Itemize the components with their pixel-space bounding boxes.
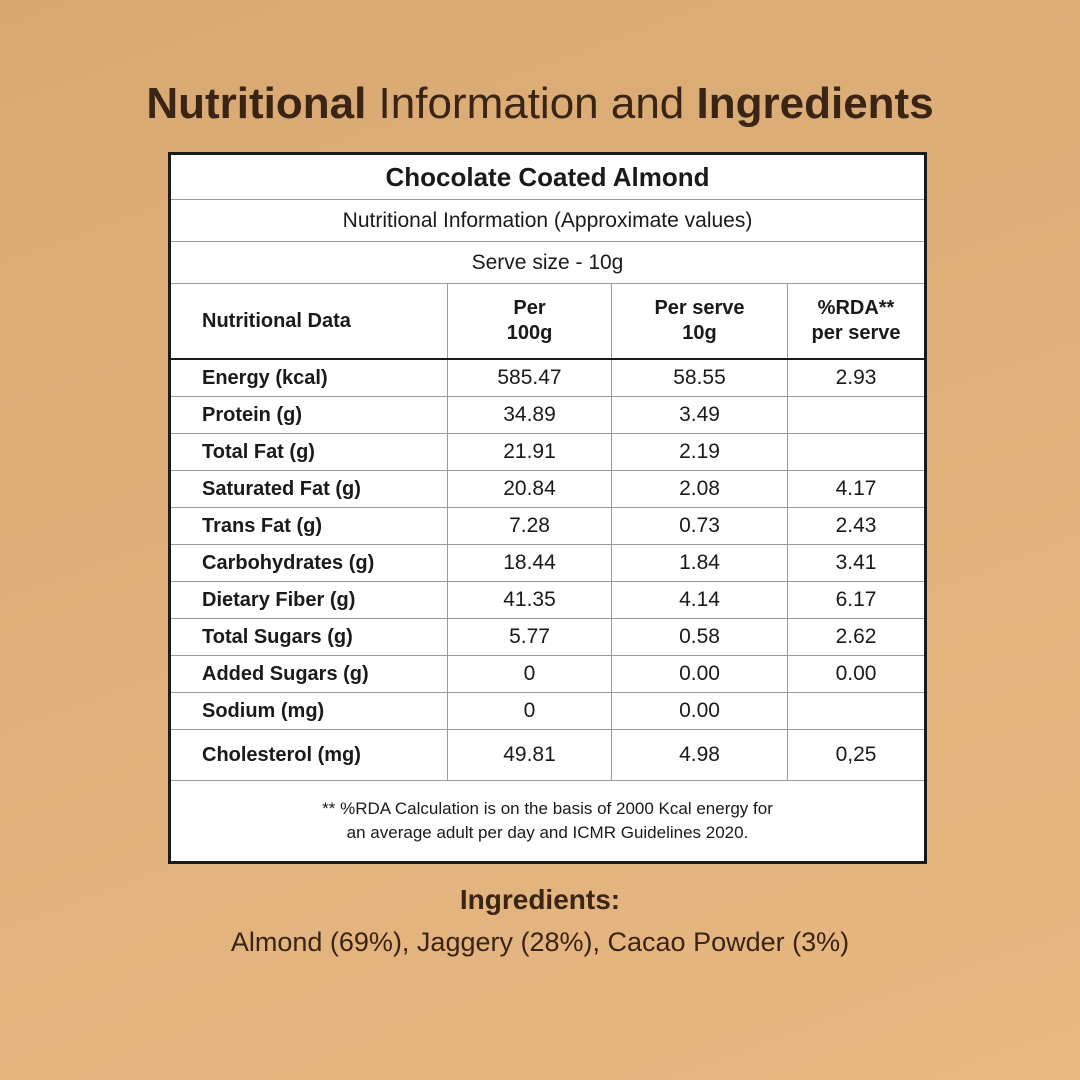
per-100g-value: 0 <box>447 655 612 693</box>
per-100g-value: 0 <box>447 692 612 730</box>
header-per-serve-line2: 10g <box>682 322 717 344</box>
headline-bold-2: Ingredients <box>696 79 934 128</box>
header-rda: %RDA** per serve <box>787 283 926 360</box>
per-100g-value: 585.47 <box>447 358 612 397</box>
table-subtitle-row: Nutritional Information (Approximate val… <box>169 199 926 242</box>
header-per-100g-line2: 100g <box>506 322 553 344</box>
per-100g-value: 18.44 <box>447 544 612 582</box>
table-row: Dietary Fiber (g) 41.35 4.14 6.17 <box>169 581 926 619</box>
nutrient-label: Carbohydrates (g) <box>169 544 448 582</box>
rda-value: 2.43 <box>787 507 926 545</box>
serve-size: Serve size - 10g <box>169 241 926 284</box>
page-headline: Nutritional Information and Ingredients <box>0 78 1080 130</box>
per-serve-value: 0.73 <box>611 507 788 545</box>
table-row: Protein (g) 34.89 3.49 <box>169 396 926 434</box>
table-row: Added Sugars (g) 0 0.00 0.00 <box>169 655 926 693</box>
per-serve-value: 4.14 <box>611 581 788 619</box>
header-per-100g-line1: Per <box>513 297 546 319</box>
nutrient-label: Energy (kcal) <box>169 358 448 397</box>
nutrient-label: Sodium (mg) <box>169 692 448 730</box>
rda-value: 6.17 <box>787 581 926 619</box>
product-name: Chocolate Coated Almond <box>169 153 926 200</box>
rda-footnote: ** %RDA Calculation is on the basis of 2… <box>169 780 926 863</box>
rda-value: 2.93 <box>787 358 926 397</box>
per-serve-value: 0.00 <box>611 655 788 693</box>
rda-value <box>787 433 926 471</box>
headline-regular: Information and <box>366 79 697 128</box>
table-header-row: Nutritional Data Per 100g Per serve 10g %R… <box>169 283 926 360</box>
nutrient-label: Added Sugars (g) <box>169 655 448 693</box>
table-row: Total Fat (g) 21.91 2.19 <box>169 433 926 471</box>
per-100g-value: 7.28 <box>447 507 612 545</box>
nutrient-label: Dietary Fiber (g) <box>169 581 448 619</box>
header-per-serve-line1: Per serve <box>654 297 745 319</box>
table-row: Carbohydrates (g) 18.44 1.84 3.41 <box>169 544 926 582</box>
per-100g-value: 5.77 <box>447 618 612 656</box>
table-row: Cholesterol (mg) 49.81 4.98 0,25 <box>169 729 926 781</box>
footnote-row: ** %RDA Calculation is on the basis of 2… <box>169 780 926 863</box>
header-rda-line2: per serve <box>811 322 901 344</box>
per-100g-value: 34.89 <box>447 396 612 434</box>
rda-value: 2.62 <box>787 618 926 656</box>
nutrient-label: Total Sugars (g) <box>169 618 448 656</box>
per-serve-value: 2.19 <box>611 433 788 471</box>
per-100g-value: 41.35 <box>447 581 612 619</box>
nutrient-label: Total Fat (g) <box>169 433 448 471</box>
header-rda-line1: %RDA** <box>817 297 895 319</box>
per-serve-value: 1.84 <box>611 544 788 582</box>
table-subtitle: Nutritional Information (Approximate val… <box>169 199 926 242</box>
nutrient-label: Protein (g) <box>169 396 448 434</box>
header-nutritional-data: Nutritional Data <box>169 283 448 360</box>
table-row: Trans Fat (g) 7.28 0.73 2.43 <box>169 507 926 545</box>
rda-value: 3.41 <box>787 544 926 582</box>
ingredients-list: Almond (69%), Jaggery (28%), Cacao Powde… <box>230 927 850 957</box>
per-100g-value: 21.91 <box>447 433 612 471</box>
per-serve-value: 4.98 <box>611 729 788 781</box>
serve-size-row: Serve size - 10g <box>169 241 926 284</box>
table-row: Saturated Fat (g) 20.84 2.08 4.17 <box>169 470 926 508</box>
nutrient-label: Saturated Fat (g) <box>169 470 448 508</box>
rda-value <box>787 396 926 434</box>
footnote-line-1: ** %RDA Calculation is on the basis of 2… <box>322 799 773 818</box>
table-row: Sodium (mg) 0 0.00 <box>169 692 926 730</box>
rda-value <box>787 692 926 730</box>
nutrient-label: Trans Fat (g) <box>169 507 448 545</box>
table-title-row: Chocolate Coated Almond <box>169 153 926 200</box>
nutrient-label: Cholesterol (mg) <box>169 729 448 781</box>
table-row: Energy (kcal) 585.47 58.55 2.93 <box>169 358 926 397</box>
footnote-line-2: an average adult per day and ICMR Guidel… <box>346 823 749 842</box>
nutrition-table: Chocolate Coated Almond Nutritional Info… <box>168 152 927 864</box>
per-100g-value: 20.84 <box>447 470 612 508</box>
ingredients-title: Ingredients: <box>459 884 621 915</box>
per-serve-value: 3.49 <box>611 396 788 434</box>
headline-bold-1: Nutritional <box>146 79 367 128</box>
rda-value: 4.17 <box>787 470 926 508</box>
rda-value: 0,25 <box>787 729 926 781</box>
rda-value: 0.00 <box>787 655 926 693</box>
per-serve-value: 0.00 <box>611 692 788 730</box>
header-per-100g: Per 100g <box>447 283 612 360</box>
per-serve-value: 0.58 <box>611 618 788 656</box>
per-serve-value: 2.08 <box>611 470 788 508</box>
per-serve-value: 58.55 <box>611 358 788 397</box>
table-row: Total Sugars (g) 5.77 0.58 2.62 <box>169 618 926 656</box>
per-100g-value: 49.81 <box>447 729 612 781</box>
header-per-serve: Per serve 10g <box>611 283 788 360</box>
